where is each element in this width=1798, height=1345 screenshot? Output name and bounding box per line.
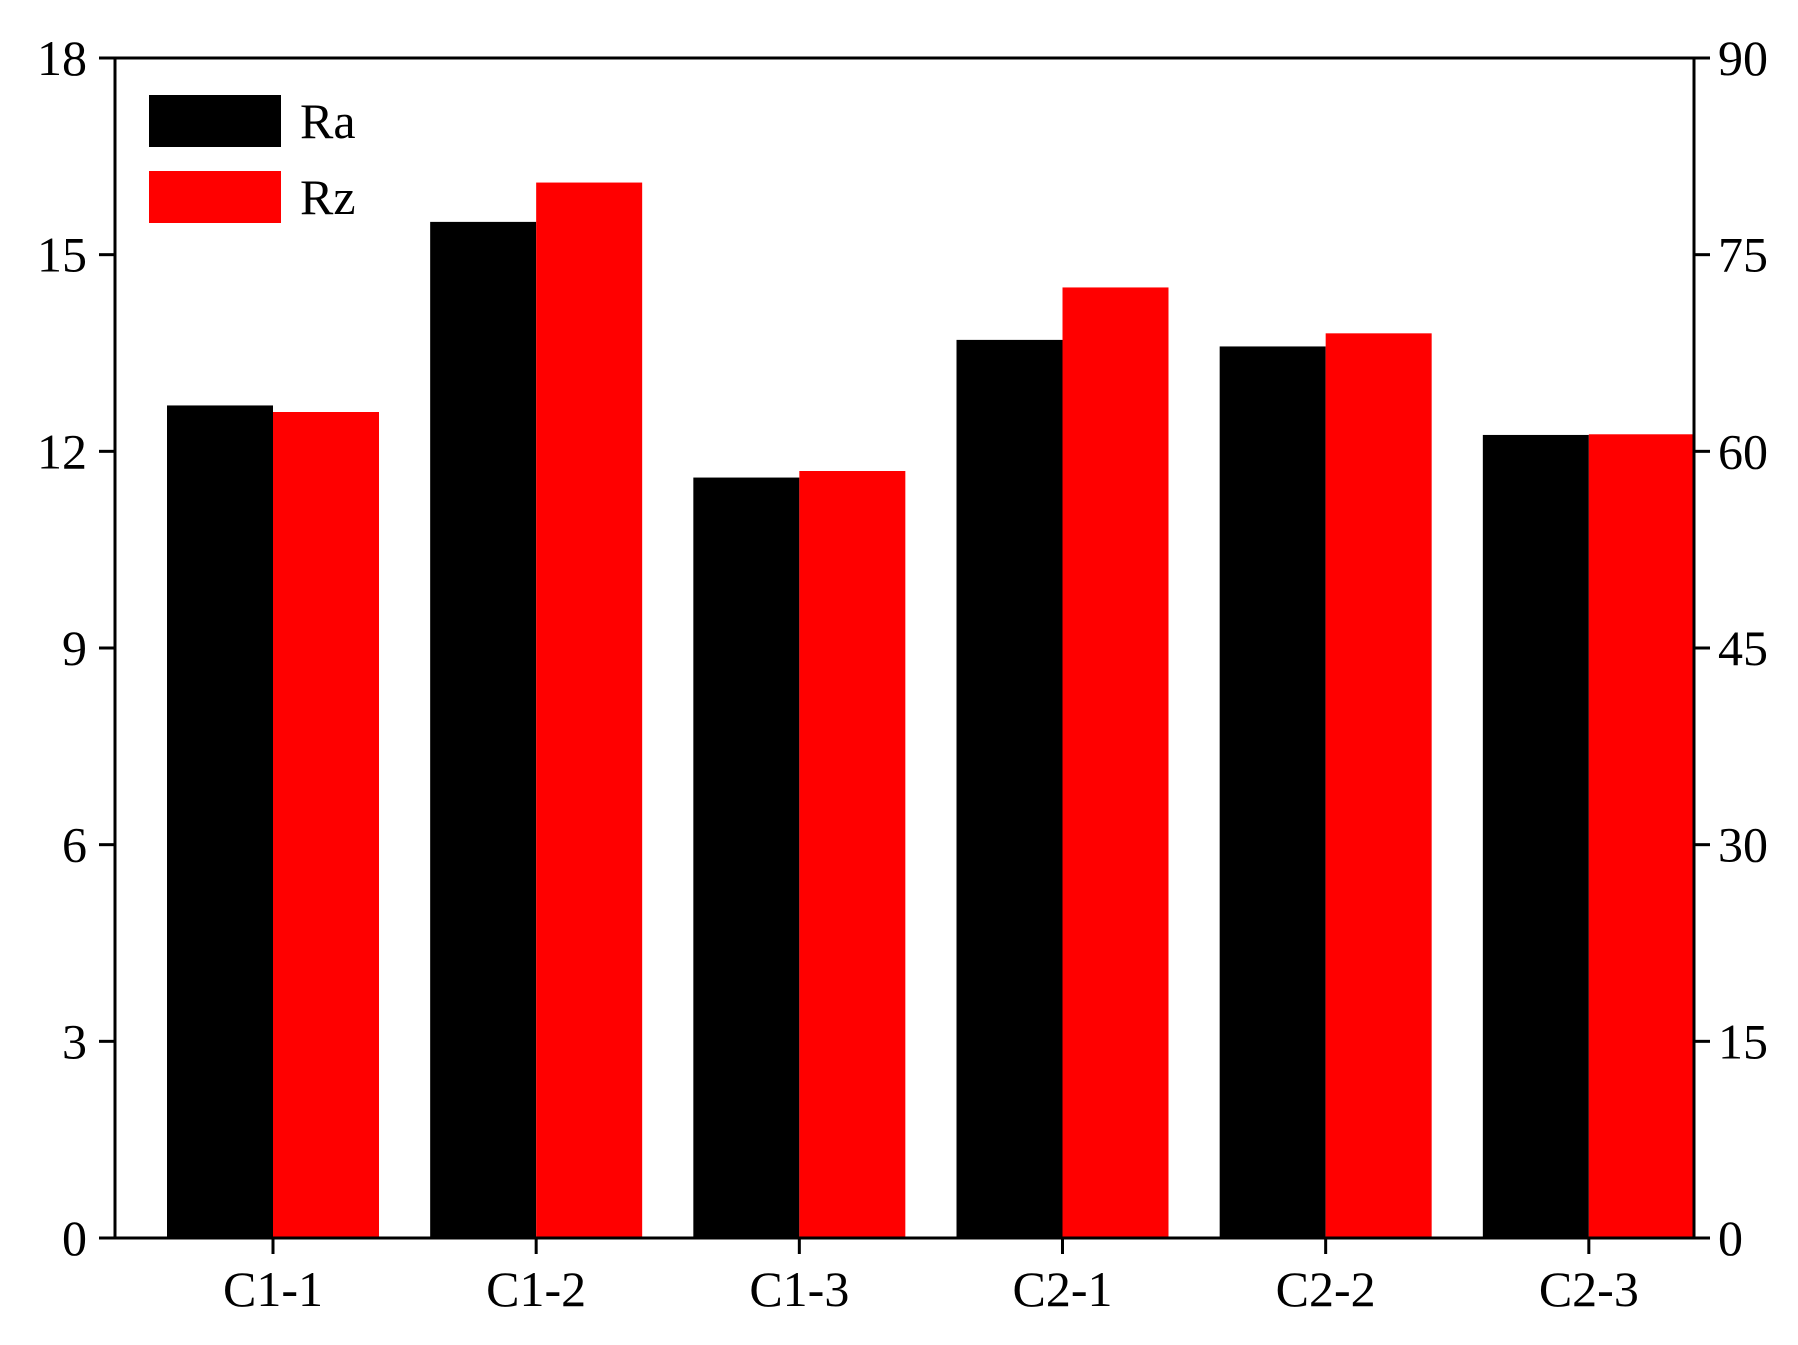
bar-rz-c1-3 [799, 471, 906, 1238]
y-left-tick-label: 12 [37, 423, 87, 479]
y-right-tick-label: 90 [1718, 30, 1768, 86]
bar-ra-c2-3 [1482, 434, 1589, 1238]
y-left-tick-label: 6 [62, 817, 87, 873]
legend-label-ra: Ra [300, 93, 356, 149]
bar-ra-c1-1 [167, 405, 273, 1238]
bar-ra-c2-1 [956, 339, 1063, 1238]
x-tick-label: C1-2 [486, 1261, 586, 1317]
bar-rz-c1-2 [536, 182, 643, 1239]
y-left-tick-label: 9 [62, 620, 87, 676]
bar-ra-c2-2 [1219, 346, 1326, 1238]
legend-swatch-rz [149, 171, 281, 223]
y-left-tick-label: 15 [37, 227, 87, 283]
bar-ra-c1-2 [430, 221, 537, 1238]
legend: Ra Rz [149, 93, 356, 225]
x-tick-label: C2-2 [1276, 1261, 1376, 1317]
bar-rz-c2-3 [1588, 434, 1695, 1238]
y-right-tick-label: 0 [1718, 1210, 1743, 1266]
y-left-tick-label: 0 [62, 1210, 87, 1266]
bar-ra-c1-3 [693, 477, 800, 1238]
x-tick-label: C1-1 [223, 1261, 323, 1317]
y-left-tick-label: 3 [62, 1013, 87, 1069]
y-right-tick-label: 60 [1718, 423, 1768, 479]
y-right-tick-label: 75 [1718, 227, 1768, 283]
bar-rz-c1-1 [273, 412, 379, 1238]
x-tick-label: C1-3 [749, 1261, 849, 1317]
legend-swatch-ra [149, 95, 281, 147]
bar-rz-c2-1 [1062, 287, 1169, 1238]
ticks: C1-1 C1-2 C1-3 C2-1 C2-2 C2-3 0 3 6 9 12 15 18 0 15 30 4… [37, 30, 1768, 1317]
y-right-tick-label: 30 [1718, 817, 1768, 873]
y-right-tick-label: 45 [1718, 620, 1768, 676]
y-left-tick-label: 18 [37, 30, 87, 86]
bars [167, 182, 1695, 1239]
y-right-tick-label: 15 [1718, 1013, 1768, 1069]
bar-rz-c2-2 [1325, 333, 1432, 1238]
x-tick-label: C2-1 [1013, 1261, 1113, 1317]
legend-label-rz: Rz [300, 169, 356, 225]
x-tick-label: C2-3 [1539, 1261, 1639, 1317]
